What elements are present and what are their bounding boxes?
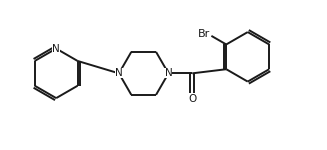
Text: O: O: [188, 94, 196, 104]
Text: N: N: [52, 44, 60, 54]
Text: Br: Br: [198, 29, 210, 39]
Text: N: N: [115, 68, 123, 78]
Text: N: N: [164, 68, 172, 78]
